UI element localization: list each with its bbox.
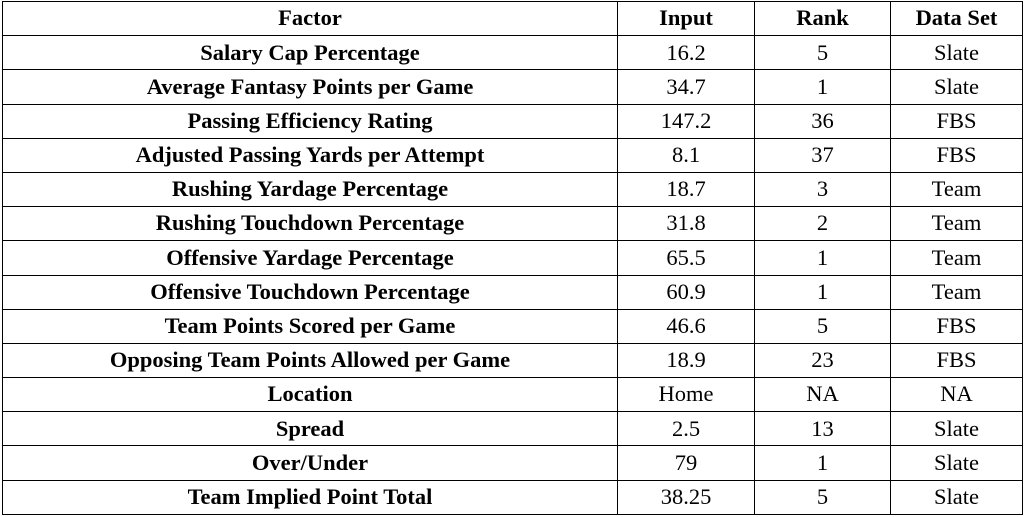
rank-cell: NA — [754, 377, 891, 413]
input-cell: 79 — [617, 445, 755, 481]
factor-cell: Location — [2, 377, 618, 413]
factor-cell: Rushing Yardage Percentage — [2, 171, 618, 208]
data-set-cell: Team — [890, 171, 1023, 208]
data-set-cell: Slate — [890, 35, 1023, 71]
factor-cell: Team Implied Point Total — [2, 479, 618, 516]
factor-cell: Opposing Team Points Allowed per Game — [2, 342, 618, 379]
factor-cell: Adjusted Passing Yards per Attempt — [2, 137, 618, 173]
input-cell: 2.5 — [617, 411, 755, 447]
factor-cell: Over/Under — [2, 445, 618, 481]
rank-cell: 3 — [754, 171, 891, 208]
data-set-cell: FBS — [890, 103, 1023, 139]
factor-cell: Team Points Scored per Game — [2, 308, 618, 344]
header-data-set: Data Set — [890, 0, 1023, 37]
rank-cell: 1 — [754, 445, 891, 481]
rank-cell: 2 — [754, 206, 891, 242]
table-row: Spread 2.5 13 Slate — [2, 411, 1023, 447]
table-row: Opposing Team Points Allowed per Game 18… — [2, 342, 1023, 379]
data-set-cell: FBS — [890, 342, 1023, 379]
rank-cell: 5 — [754, 479, 891, 516]
table-row: Salary Cap Percentage 16.2 5 Slate — [2, 35, 1023, 71]
data-set-cell: Team — [890, 274, 1023, 310]
factor-cell: Passing Efficiency Rating — [2, 103, 618, 139]
header-row: Factor Input Rank Data Set — [2, 0, 1023, 37]
table-row: Over/Under 79 1 Slate — [2, 445, 1023, 481]
rank-cell: 37 — [754, 137, 891, 173]
table-row: Average Fantasy Points per Game 34.7 1 S… — [2, 69, 1023, 105]
header-factor: Factor — [2, 0, 618, 37]
table-row: Offensive Yardage Percentage 65.5 1 Team — [2, 240, 1023, 276]
input-cell: 18.7 — [617, 171, 755, 208]
input-cell: 16.2 — [617, 35, 755, 71]
table-row: Team Points Scored per Game 46.6 5 FBS — [2, 308, 1023, 344]
rank-cell: 1 — [754, 240, 891, 276]
data-set-cell: FBS — [890, 137, 1023, 173]
rank-cell: 1 — [754, 274, 891, 310]
header-input: Input — [617, 0, 755, 37]
input-cell: Home — [617, 377, 755, 413]
data-set-cell: Slate — [890, 445, 1023, 481]
input-cell: 31.8 — [617, 206, 755, 242]
rank-cell: 1 — [754, 69, 891, 105]
input-cell: 147.2 — [617, 103, 755, 139]
input-cell: 60.9 — [617, 274, 755, 310]
input-cell: 18.9 — [617, 342, 755, 379]
rank-cell: 5 — [754, 35, 891, 71]
input-cell: 38.25 — [617, 479, 755, 516]
data-set-cell: Slate — [890, 411, 1023, 447]
table-row: Adjusted Passing Yards per Attempt 8.1 3… — [2, 137, 1023, 173]
data-set-cell: Slate — [890, 69, 1023, 105]
table-row: Passing Efficiency Rating 147.2 36 FBS — [2, 103, 1023, 139]
factor-cell: Spread — [2, 411, 618, 447]
table-row: Location Home NA NA — [2, 377, 1023, 413]
header-rank: Rank — [754, 0, 891, 37]
table-row: Offensive Touchdown Percentage 60.9 1 Te… — [2, 274, 1023, 310]
factor-cell: Average Fantasy Points per Game — [2, 69, 618, 105]
factor-cell: Rushing Touchdown Percentage — [2, 206, 618, 242]
data-set-cell: NA — [890, 377, 1023, 413]
rank-cell: 36 — [754, 103, 891, 139]
table-row: Rushing Touchdown Percentage 31.8 2 Team — [2, 206, 1023, 242]
data-set-cell: Team — [890, 240, 1023, 276]
factor-cell: Salary Cap Percentage — [2, 35, 618, 71]
rank-cell: 23 — [754, 342, 891, 379]
data-set-cell: Slate — [890, 479, 1023, 516]
table-row: Team Implied Point Total 38.25 5 Slate — [2, 479, 1023, 516]
input-cell: 46.6 — [617, 308, 755, 344]
input-cell: 65.5 — [617, 240, 755, 276]
rank-cell: 5 — [754, 308, 891, 344]
input-cell: 34.7 — [617, 69, 755, 105]
data-set-cell: FBS — [890, 308, 1023, 344]
factor-cell: Offensive Yardage Percentage — [2, 240, 618, 276]
data-set-cell: Team — [890, 206, 1023, 242]
rank-cell: 13 — [754, 411, 891, 447]
input-cell: 8.1 — [617, 137, 755, 173]
factor-cell: Offensive Touchdown Percentage — [2, 274, 618, 310]
table-row: Rushing Yardage Percentage 18.7 3 Team — [2, 171, 1023, 208]
